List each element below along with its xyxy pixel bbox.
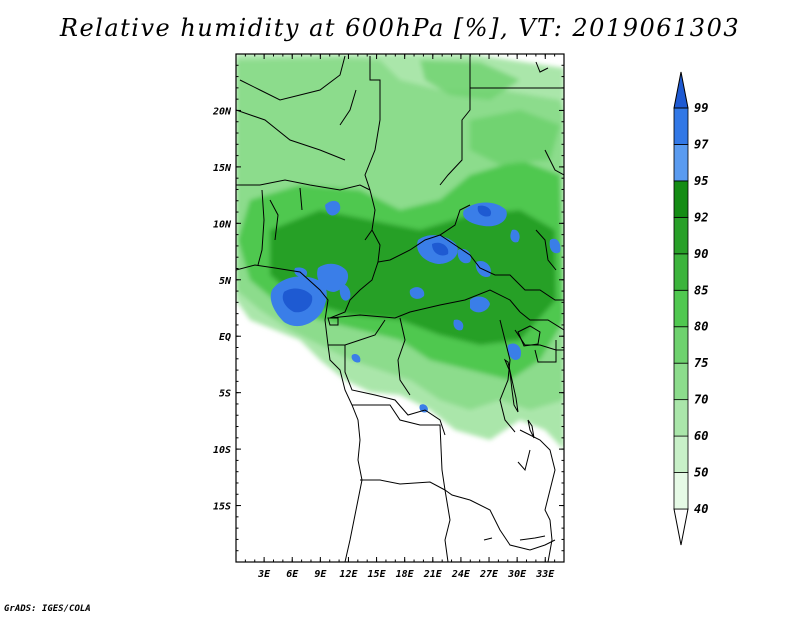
colorbar-segment [673, 216, 689, 255]
colorbar-label: 99 [694, 101, 708, 115]
colorbar-label: 50 [694, 466, 708, 480]
colorbar-segment [673, 144, 689, 182]
colorbar-label: 95 [694, 174, 708, 188]
y-tick-label: 10S [213, 445, 231, 456]
colorbar-label: 90 [694, 247, 708, 261]
coastline-west [236, 264, 363, 562]
lake-malawi [527, 419, 535, 439]
colorbar-segment [673, 253, 689, 291]
x-tick-label: 30E [507, 569, 527, 580]
colorbar-label: 40 [694, 502, 708, 516]
x-tick-label: 21E [423, 569, 443, 580]
y-tick-label: 15N [213, 163, 232, 174]
colorbar-label: 97 [694, 137, 709, 151]
colorbar-label: 75 [694, 356, 708, 370]
x-tick-label: 18E [396, 569, 415, 580]
x-tick-label: 27E [479, 569, 499, 580]
humidity-field [236, 54, 564, 562]
x-tick-label: 24E [451, 569, 471, 580]
colorbar-lower-extension [673, 508, 689, 546]
colorbar-label: 80 [694, 320, 708, 334]
colorbar-segment [673, 107, 689, 145]
x-tick-label: 33E [535, 569, 555, 580]
x-tick-label: 12E [339, 569, 358, 580]
x-tick-label: 15E [368, 569, 387, 580]
colorbar-segment [673, 399, 689, 437]
y-tick-label: 15S [213, 502, 231, 513]
y-tick-label: 10N [213, 219, 232, 230]
colorbar-segment [673, 362, 689, 401]
x-tick-label: 3E [257, 569, 271, 580]
y-tick-label: 5N [219, 276, 232, 287]
x-tick-label: 9E [314, 569, 327, 580]
colorbar-label: 85 [694, 283, 708, 297]
colorbar-segment [673, 326, 689, 364]
colorbar-upper-extension [673, 71, 689, 109]
colorbar-label: 70 [694, 393, 708, 407]
y-tick-label: 5S [219, 389, 231, 400]
grads-credit: GrADS: IGES/COLA [4, 604, 91, 614]
colorbar-label: 60 [694, 429, 708, 443]
y-tick-label: 20N [212, 106, 232, 117]
x-tick-label: 6E [286, 569, 299, 580]
colorbar-segment [673, 180, 689, 218]
colorbar-segment [673, 289, 689, 328]
map-title: Relative humidity at 600hPa [%], VT: 201… [59, 14, 741, 42]
colorbar: 40 50 60 70 75 80 85 90 92 95 97 99 [673, 71, 709, 546]
country-borders [236, 54, 564, 562]
humidity-contour-90 [270, 210, 556, 345]
colorbar-segment [673, 435, 689, 473]
colorbar-segment [673, 472, 689, 510]
y-tick-label: EQ [219, 332, 231, 343]
colorbar-label: 92 [694, 210, 708, 224]
lake-tanganyika [503, 358, 519, 413]
lake-victoria [517, 325, 541, 347]
map-frame [235, 53, 565, 563]
